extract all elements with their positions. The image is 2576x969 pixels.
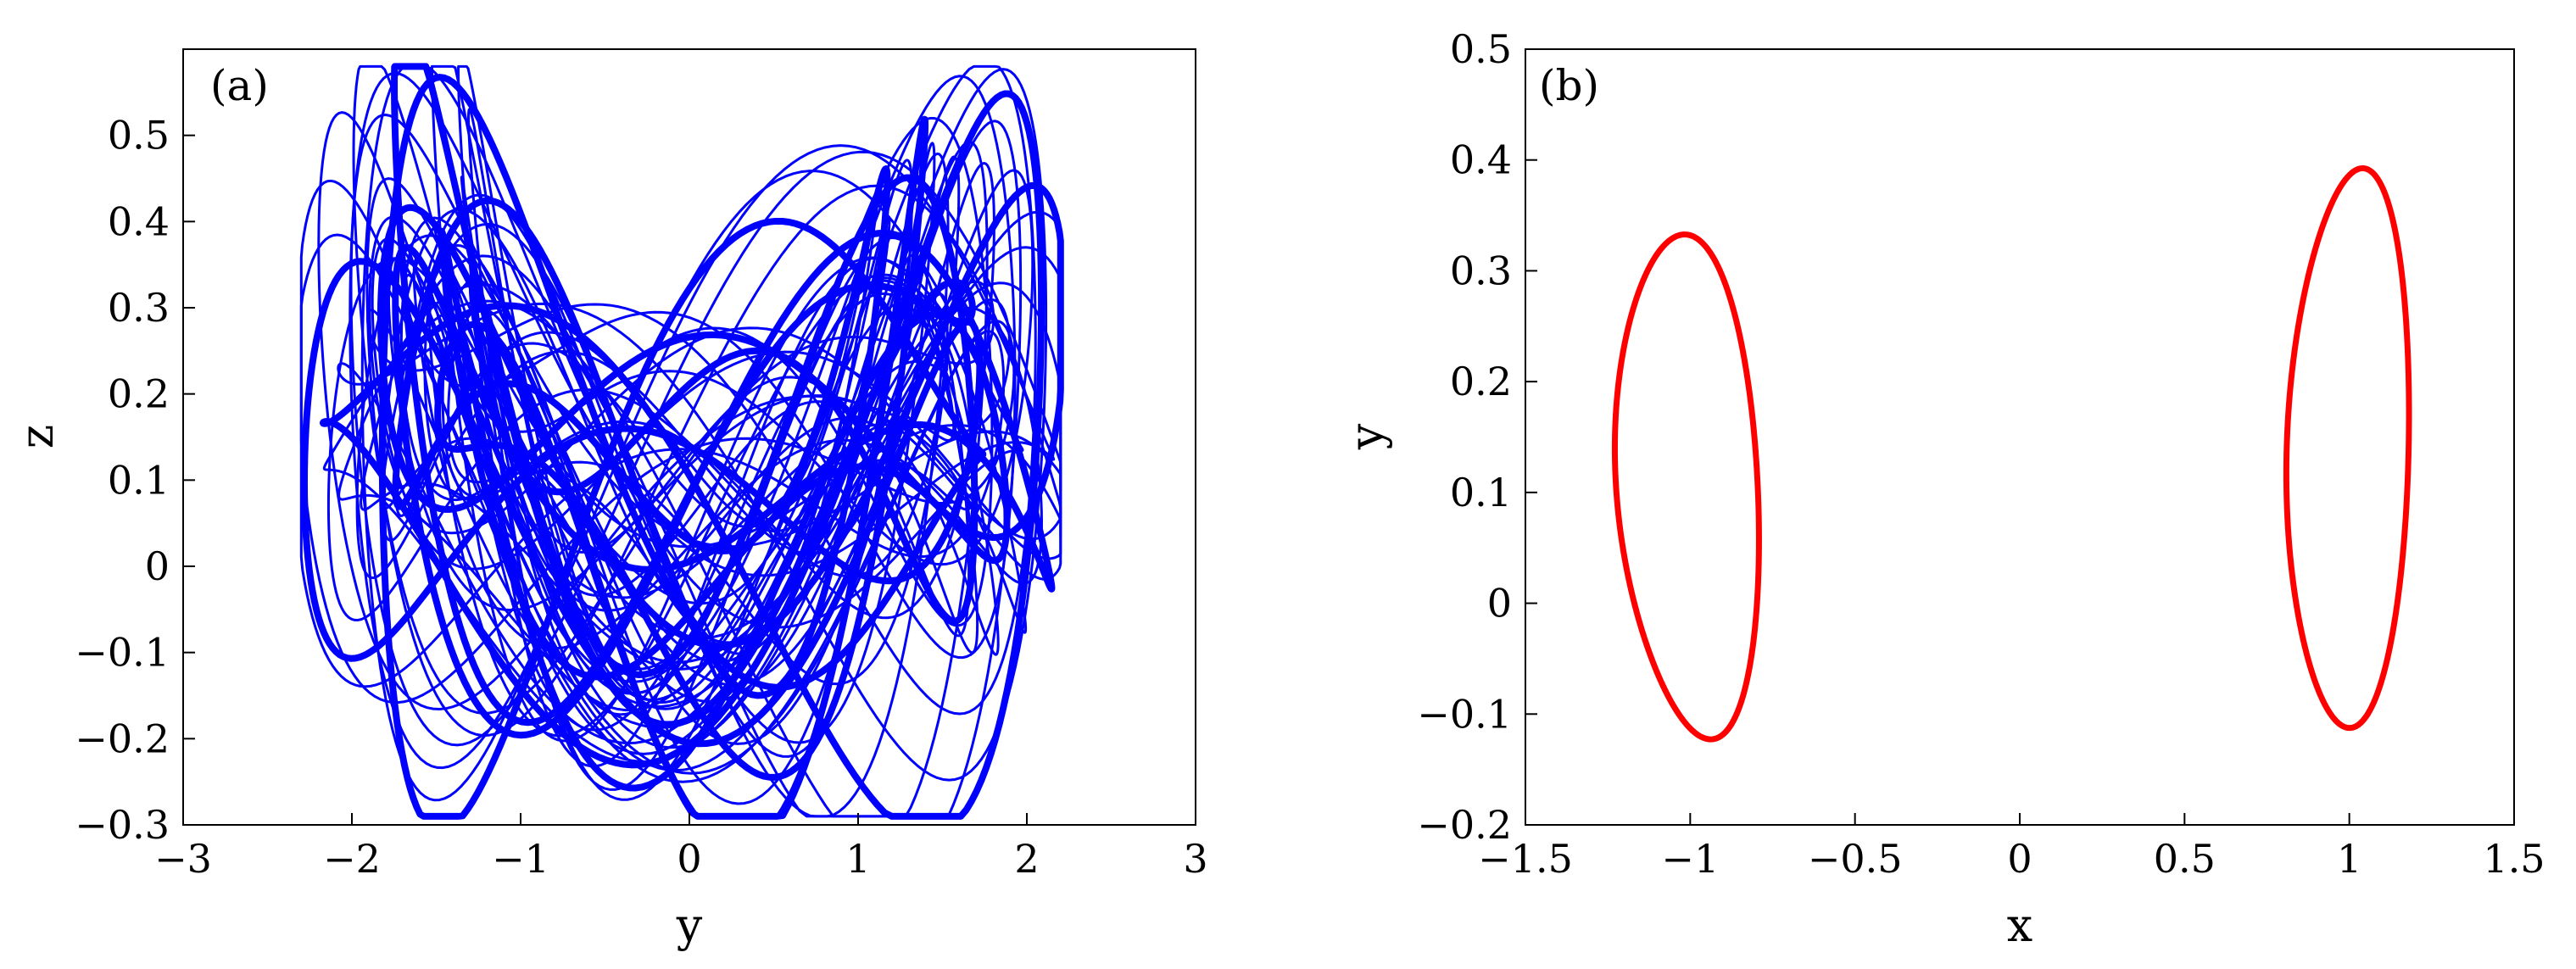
panel-a-y-tick-label: −0.3 (75, 802, 170, 848)
panel-a-trajectory-loop (387, 257, 1062, 708)
panel-a-x-tick-label: 2 (1014, 836, 1039, 882)
panel-b-y-tick-label: 0.1 (1450, 470, 1512, 515)
panel-b-y-tick-label: 0 (1487, 581, 1512, 627)
panel-a-x-tick-label: 3 (1183, 836, 1207, 882)
panel-a-label: (a) (210, 61, 269, 110)
panel-b-right-loop (2283, 164, 2412, 732)
panel-b-y-tick-label: 0.3 (1450, 248, 1512, 293)
panel-b-left-loop (1611, 231, 1762, 743)
panel-a-x-ticks: −3 −2 −1 0 1 2 3 (154, 813, 1208, 882)
panel-a-trajectory-loop (441, 155, 961, 805)
panel-b-y-tick-label: 0.2 (1450, 359, 1512, 404)
panel-a-x-axis-label: y (676, 899, 703, 952)
panel-a-y-ticks: −0.3 −0.2 −0.1 0 0.1 0.2 0.3 0.4 0.5 (75, 113, 195, 848)
panel-b-y-axis-label: y (1340, 423, 1393, 450)
panel-b-x-ticks: −1.5 −1 −0.5 0 0.5 1 1.5 (1478, 813, 2545, 882)
panel-b-chart: −1.5 −1 −0.5 0 0.5 1 1.5 −0.2 −0.1 0 0.1 0.2 0.3 0.4… (1340, 26, 2545, 952)
panel-a-trajectory-loop (392, 230, 1056, 739)
panel-a-trajectory-loop (467, 108, 956, 791)
panel-a-y-tick-label: 0.1 (108, 457, 170, 503)
panel-b-x-tick-label: −1.5 (1478, 836, 1573, 882)
panel-a-x-tick-label: 0 (677, 836, 701, 882)
panel-b-y-tick-label: 0.4 (1450, 137, 1512, 183)
panel-a-y-tick-label: 0.2 (108, 371, 170, 417)
panel-b-x-tick-label: 1.5 (2483, 836, 2545, 882)
panel-a-trajectory-loop (337, 141, 989, 818)
panel-b-x-tick-label: 1 (2337, 836, 2361, 882)
panel-a-y-tick-label: 0.5 (108, 113, 170, 159)
panel-a-trajectory-loop (320, 90, 1045, 820)
panel-b-label: (b) (1539, 61, 1599, 110)
panel-a-trajectory-loop (423, 162, 995, 745)
panel-b-y-tick-label: −0.2 (1417, 802, 1512, 848)
panel-b-y-tick-label: −0.1 (1417, 691, 1512, 737)
panel-a-x-tick-label: 1 (845, 836, 870, 882)
panel-b-x-tick-label: 0.5 (2154, 836, 2216, 882)
panel-b-y-tick-label: 0.5 (1450, 26, 1512, 72)
panel-a-x-tick-label: −3 (154, 836, 212, 882)
panel-a-trajectory-loop (434, 115, 929, 820)
panel-b-x-tick-label: −1 (1661, 836, 1719, 882)
panel-b-x-tick-label: 0 (2007, 836, 2032, 882)
panel-b-y-ticks: −0.2 −0.1 0 0.1 0.2 0.3 0.4 0.5 (1417, 26, 1537, 848)
panel-a-chart: −3 −2 −1 0 1 2 3 −0.3−0.2−0.100.10.20.30.40.5 … (10, 48, 1208, 952)
panel-a-trajectory-loop (317, 111, 1012, 772)
panel-b-x-tick-label: −0.5 (1808, 836, 1903, 882)
panel-a-y-tick-label: 0.4 (108, 198, 170, 244)
panel-a-trajectory-loop (438, 227, 1011, 792)
panel-a-trajectory-loop (460, 175, 977, 801)
panel-a-y-tick-label: −0.2 (75, 716, 170, 761)
panel-a-y-tick-label: 0.3 (108, 285, 170, 331)
panel-a-trajectory-loop (394, 185, 881, 655)
panel-b-x-axis-label: x (2007, 899, 2032, 952)
panel-a-y-tick-label: −0.1 (75, 630, 170, 676)
panel-a-x-tick-label: −1 (492, 836, 549, 882)
panel-a-x-tick-label: −2 (323, 836, 381, 882)
panel-a-y-axis-label: z (10, 425, 64, 448)
panel-b-trajectory (1611, 164, 2412, 743)
panel-a-trajectory (299, 63, 1064, 820)
panel-a-y-tick-label: 0 (145, 543, 170, 589)
